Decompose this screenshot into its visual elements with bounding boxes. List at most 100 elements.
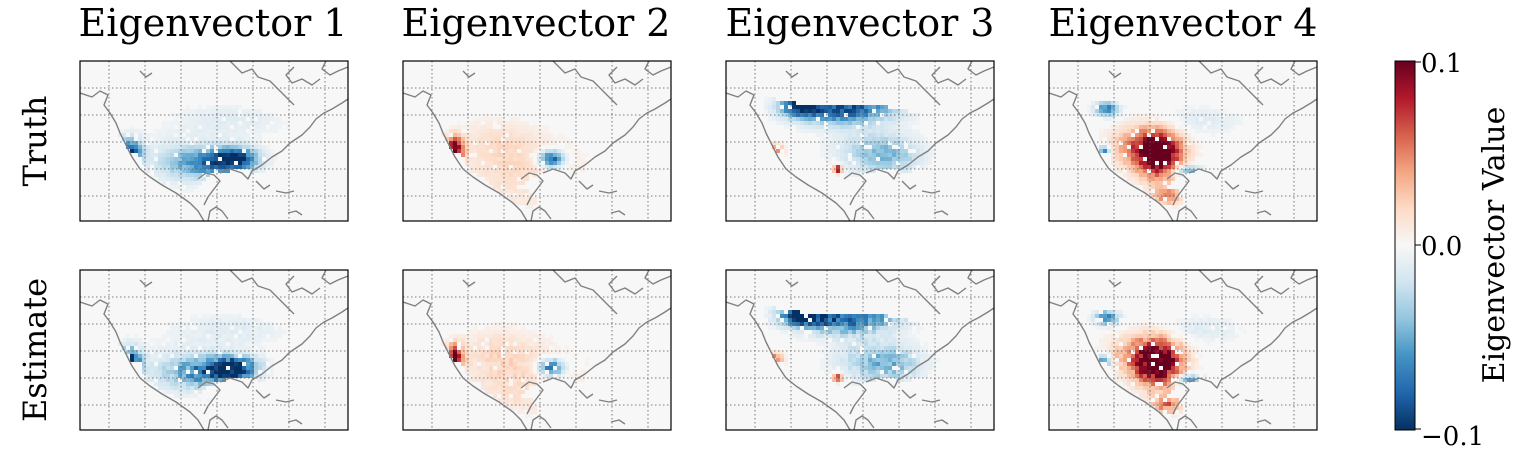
heatmap-cell (768, 97, 772, 101)
heatmap-cell (872, 133, 876, 137)
heatmap-cell (1119, 149, 1123, 153)
heatmap-cell (210, 125, 214, 129)
heatmap-cell (210, 149, 214, 153)
heatmap-cell (784, 145, 788, 149)
heatmap-cell (1131, 121, 1135, 125)
heatmap-cell (246, 342, 250, 346)
heatmap-cell (920, 346, 924, 350)
heatmap-cell (1187, 354, 1191, 358)
heatmap-cell (1179, 338, 1183, 342)
heatmap-cell (1167, 370, 1171, 374)
heatmap-cell (457, 121, 461, 125)
heatmap-cell (872, 137, 876, 141)
col-title-4: Eigenvector 4 (1049, 1, 1318, 45)
heatmap-cell (1163, 358, 1167, 362)
heatmap-cell (1103, 314, 1107, 318)
heatmap-cell (772, 354, 776, 358)
heatmap-cell (924, 153, 928, 157)
heatmap-cell (577, 149, 581, 153)
heatmap-cell (1207, 334, 1211, 338)
heatmap-cell (254, 338, 258, 342)
heatmap-cell (900, 125, 904, 129)
heatmap-cell (1127, 169, 1131, 173)
heatmap-cell (525, 342, 529, 346)
heatmap-cell (214, 342, 218, 346)
heatmap-cell (864, 165, 868, 169)
heatmap-cell (481, 157, 485, 161)
heatmap-cell (513, 362, 517, 366)
heatmap-cell (194, 165, 198, 169)
heatmap-cell (1219, 121, 1223, 125)
heatmap-cell (876, 161, 880, 165)
heatmap-cell (557, 362, 561, 366)
heatmap-cell (493, 358, 497, 362)
heatmap-cell (234, 314, 238, 318)
heatmap-cell (226, 326, 230, 330)
heatmap-cell (916, 161, 920, 165)
heatmap-cell (493, 161, 497, 165)
heatmap-cell (1203, 374, 1207, 378)
heatmap-cell (541, 346, 545, 350)
heatmap-cell (477, 366, 481, 370)
heatmap-cell (202, 169, 206, 173)
heatmap-cell (896, 374, 900, 378)
heatmap-cell (234, 145, 238, 149)
heatmap-cell (1131, 117, 1135, 121)
heatmap-cell (509, 402, 513, 406)
heatmap-cell (170, 129, 174, 133)
heatmap-cell (525, 402, 529, 406)
heatmap-cell (840, 125, 844, 129)
heatmap-cell (820, 153, 824, 157)
heatmap-cell (864, 326, 868, 330)
heatmap-cell (860, 326, 864, 330)
heatmap-cell (529, 402, 533, 406)
heatmap-cell (1183, 121, 1187, 125)
heatmap-cell (198, 334, 202, 338)
colorbar-label: Eigenvector Value (1477, 107, 1512, 384)
heatmap-cell (1135, 177, 1139, 181)
heatmap-cell (254, 165, 258, 169)
heatmap-cell (904, 157, 908, 161)
heatmap-cell (509, 342, 513, 346)
heatmap-cell (489, 354, 493, 358)
heatmap-cell (561, 374, 565, 378)
heatmap-cell (880, 109, 884, 113)
heatmap-cell (234, 149, 238, 153)
heatmap-cell (142, 145, 146, 149)
heatmap-cell (246, 109, 250, 113)
heatmap-cell (1151, 330, 1155, 334)
heatmap-cell (1111, 358, 1115, 362)
heatmap-cell (1155, 342, 1159, 346)
heatmap-cell (864, 338, 868, 342)
heatmap-cell (876, 125, 880, 129)
heatmap-cell (892, 346, 896, 350)
heatmap-cell (497, 378, 501, 382)
heatmap-cell (900, 330, 904, 334)
heatmap-cell (1199, 354, 1203, 358)
heatmap-cell (509, 193, 513, 197)
heatmap-cell (1159, 354, 1163, 358)
heatmap-cell (517, 402, 521, 406)
heatmap-cell (928, 362, 932, 366)
heatmap-cell (1095, 101, 1099, 105)
heatmap-cell (198, 350, 202, 354)
heatmap-cell (1235, 121, 1239, 125)
heatmap-cell (226, 165, 230, 169)
heatmap-cell (776, 354, 780, 358)
heatmap-cell (186, 362, 190, 366)
heatmap-cell (1151, 185, 1155, 189)
heatmap-cell (513, 137, 517, 141)
heatmap-cell (513, 370, 517, 374)
heatmap-cell (509, 189, 513, 193)
coastline-path (853, 206, 875, 221)
heatmap-cell (174, 334, 178, 338)
heatmap-cell (501, 129, 505, 133)
heatmap-cell (182, 169, 186, 173)
heatmap-cell (162, 346, 166, 350)
heatmap-cell (1155, 390, 1159, 394)
heatmap-cell (1171, 161, 1175, 165)
heatmap-cell (465, 141, 469, 145)
heatmap-cell (892, 121, 896, 125)
heatmap-cell (230, 370, 234, 374)
heatmap-cell (1159, 346, 1163, 350)
